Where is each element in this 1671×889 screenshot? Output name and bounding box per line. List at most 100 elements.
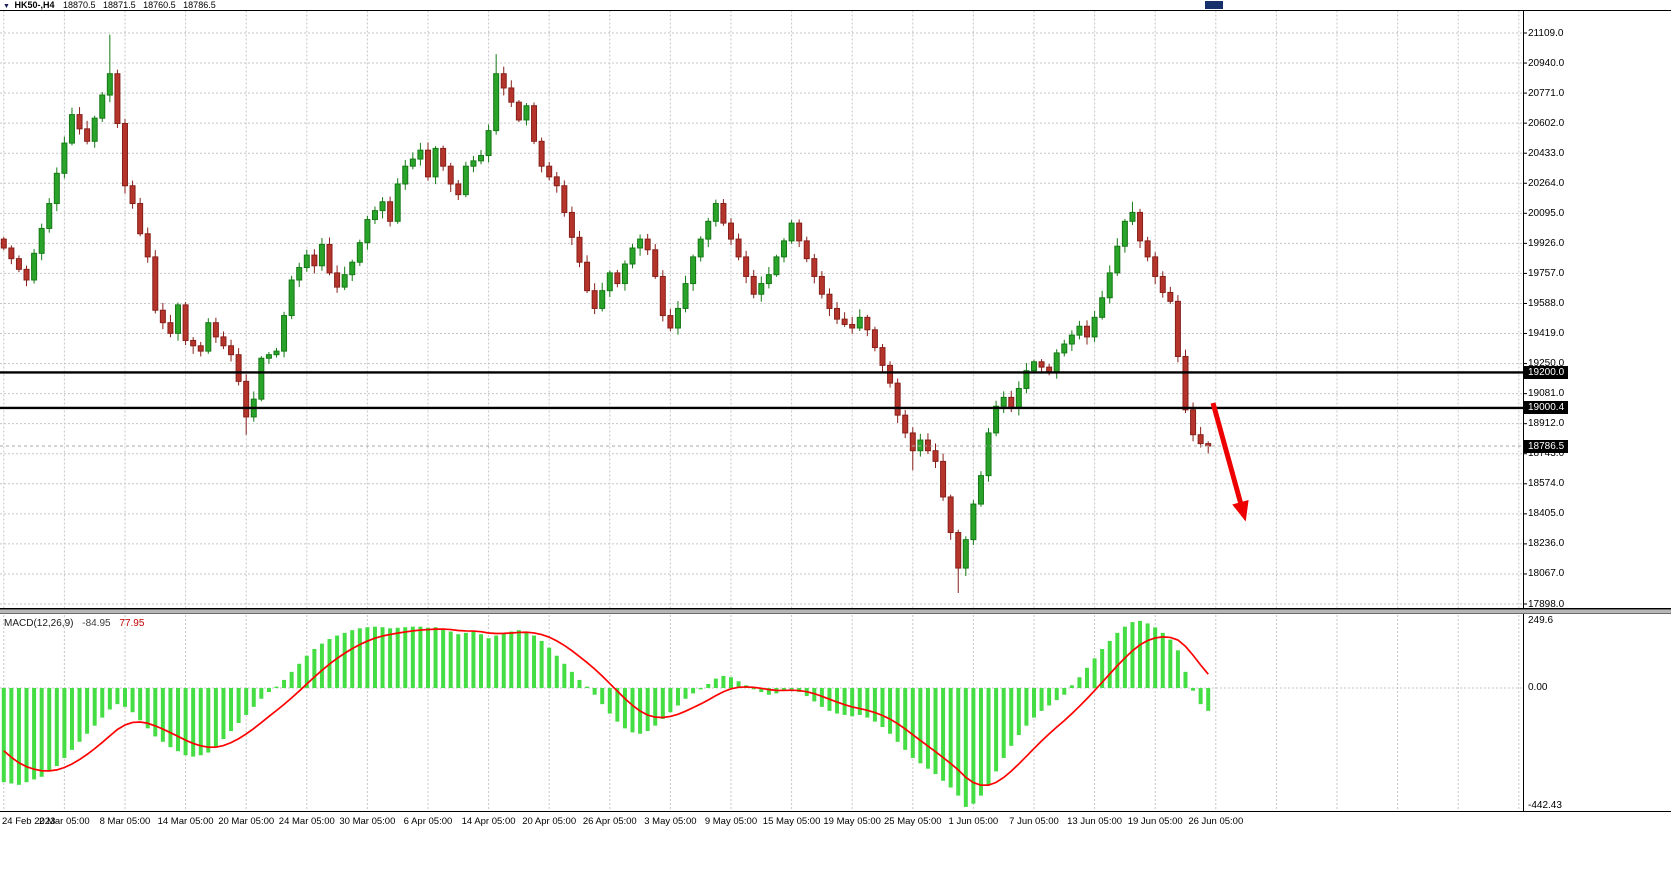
bearish-candle — [228, 345, 235, 356]
macd-histogram-bar — [372, 626, 377, 688]
macd-histogram-bar — [645, 688, 650, 732]
bullish-candle — [394, 183, 401, 222]
macd-histogram-bar — [1175, 650, 1180, 688]
ohlc-low-value: 18760.5 — [143, 0, 176, 10]
macd-histogram-bar — [850, 688, 855, 717]
bearish-candle — [796, 222, 803, 242]
bearish-candle — [235, 354, 242, 382]
down-arrow-annotation[interactable] — [1210, 402, 1245, 509]
bullish-candle — [106, 73, 113, 96]
bullish-candle — [712, 203, 719, 222]
macd-histogram-bar — [251, 688, 256, 707]
price-axis-label: 20940.0 — [1528, 57, 1565, 69]
macd-histogram-bar — [380, 627, 385, 688]
bullish-candle — [1129, 211, 1136, 222]
macd-histogram-bar — [1054, 688, 1059, 701]
bullish-candle — [629, 247, 636, 265]
bullish-candle — [765, 274, 772, 285]
bearish-candle — [1084, 325, 1091, 338]
bearish-candle — [334, 272, 341, 288]
bullish-candle — [599, 290, 606, 309]
date-axis-label: 3 May 05:00 — [644, 816, 697, 827]
macd-histogram-bar — [971, 688, 976, 804]
bullish-candle — [1023, 370, 1030, 389]
bearish-candle — [743, 256, 750, 277]
bullish-candle — [409, 158, 416, 167]
macd-histogram-bar — [441, 628, 446, 688]
macd-histogram-bar — [1168, 639, 1173, 688]
price-axis-label: 17898.0 — [1528, 598, 1565, 610]
price-axis-label: 18743.0 — [1528, 448, 1565, 460]
bearish-candle — [834, 307, 841, 320]
chart-shift-marker[interactable] — [1205, 1, 1223, 9]
date-axis-label: 14 Mar 05:00 — [157, 816, 214, 827]
macd-signal-line — [3, 628, 1209, 787]
macd-histogram-bar — [895, 688, 900, 742]
macd-scale-min: -442.43 — [1528, 800, 1562, 811]
macd-histogram-bar — [994, 688, 999, 772]
bullish-candle — [788, 222, 795, 242]
bearish-candle — [1144, 240, 1151, 258]
date-axis-label: 20 Apr 05:00 — [522, 816, 577, 827]
macd-histogram-bar — [630, 688, 635, 733]
bearish-candle — [902, 414, 909, 434]
date-axis-label: 26 Apr 05:00 — [582, 816, 637, 827]
macd-histogram-bar — [728, 677, 733, 688]
price-axis-label: 18574.0 — [1528, 478, 1565, 490]
price-axis-label: 19419.0 — [1528, 328, 1565, 340]
bearish-candle — [114, 73, 121, 125]
macd-histogram-bar — [229, 688, 234, 732]
macd-histogram-bar — [1183, 671, 1188, 688]
bearish-candle — [1167, 291, 1174, 302]
bullish-candle — [303, 254, 310, 269]
macd-histogram-bar — [721, 675, 726, 688]
macd-histogram-bar — [274, 686, 279, 688]
macd-histogram-bar — [925, 688, 930, 769]
bearish-candle — [23, 268, 30, 281]
macd-histogram-bar — [357, 628, 362, 688]
macd-histogram-bar — [918, 688, 923, 764]
macd-histogram-bar — [600, 688, 605, 705]
macd-histogram-bar — [888, 688, 893, 734]
macd-histogram-bar — [956, 688, 961, 796]
macd-histogram-bar — [198, 688, 203, 756]
bearish-candle — [531, 105, 538, 142]
macd-indicator-label: MACD(12,26,9) -84.95 77.95 — [4, 618, 144, 629]
bearish-candle — [121, 123, 128, 187]
bearish-candle — [387, 201, 394, 222]
bullish-candle — [985, 432, 992, 477]
bullish-candle — [758, 283, 765, 295]
bearish-candle — [553, 176, 560, 187]
macd-histogram-bar — [1047, 688, 1052, 706]
macd-histogram-bar — [880, 688, 885, 728]
bullish-candle — [1068, 334, 1075, 345]
bullish-candle — [38, 227, 45, 254]
bearish-candle — [538, 140, 545, 167]
macd-histogram-bar — [539, 640, 544, 688]
macd-histogram-bar — [698, 688, 703, 690]
bearish-candle — [0, 238, 7, 249]
macd-histogram-bar — [16, 688, 21, 785]
macd-histogram-bar — [32, 688, 37, 780]
macd-histogram-bar — [168, 688, 173, 748]
bearish-candle — [826, 293, 833, 309]
macd-histogram-bar — [683, 688, 688, 699]
date-axis-label: 24 Feb 2023 — [2, 816, 56, 827]
macd-histogram-bar — [660, 688, 665, 719]
macd-histogram-bar — [963, 688, 968, 807]
price-axis-label: 21109.0 — [1528, 27, 1564, 39]
bullish-candle — [1121, 220, 1128, 247]
macd-histogram-bar — [85, 688, 90, 734]
bullish-candle — [962, 539, 969, 569]
bullish-candle — [462, 165, 469, 196]
bullish-candle — [621, 263, 628, 285]
symbol-dropdown-icon[interactable]: ▼ — [3, 3, 10, 10]
bullish-candle — [485, 130, 492, 157]
panel-splitter[interactable] — [0, 609, 1671, 614]
bullish-candle — [1030, 361, 1037, 372]
bearish-candle — [546, 165, 553, 178]
macd-histogram-bar — [153, 688, 158, 737]
macd-histogram-bar — [782, 688, 787, 691]
bearish-candle — [720, 203, 727, 224]
